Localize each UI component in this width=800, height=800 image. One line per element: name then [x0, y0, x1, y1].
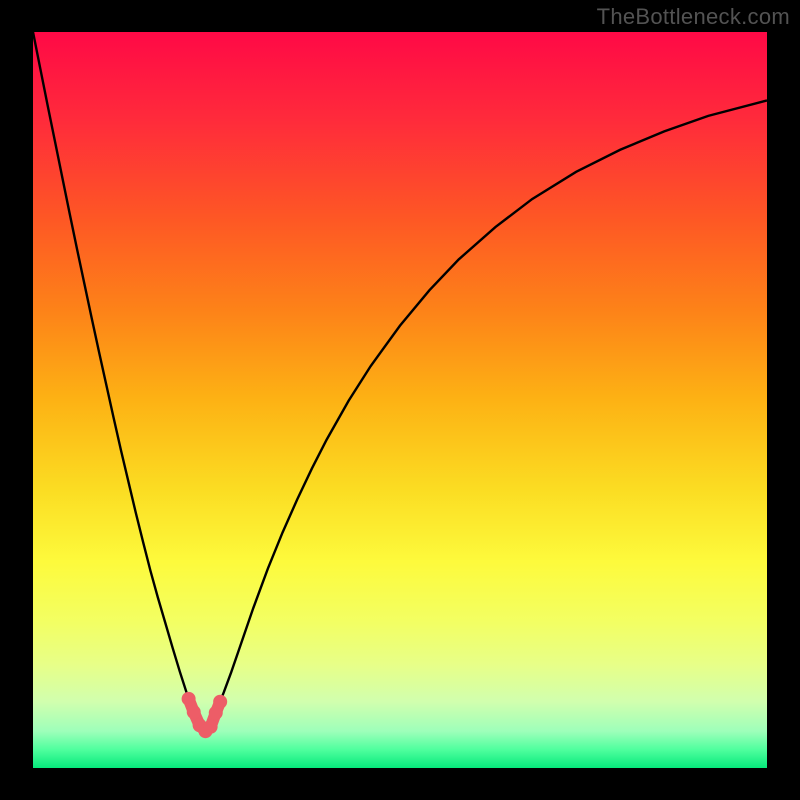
highlight-marker	[204, 720, 218, 734]
highlight-marker	[182, 692, 196, 706]
highlight-marker	[187, 705, 201, 719]
plot-background	[33, 32, 767, 768]
bottleneck-plot	[0, 0, 800, 800]
chart-stage: TheBottleneck.com	[0, 0, 800, 800]
highlight-marker	[213, 695, 227, 709]
